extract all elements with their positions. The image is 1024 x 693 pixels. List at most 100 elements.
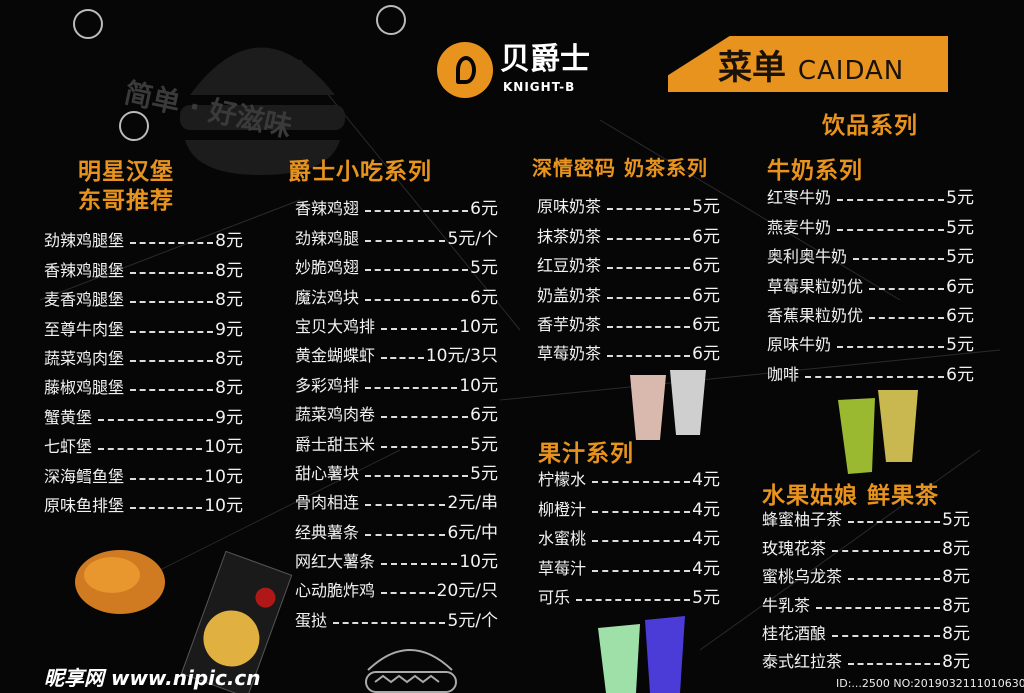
- menu-item: 蜂蜜柚子茶 5元: [762, 502, 970, 530]
- item-name: 宝贝大鸡排: [295, 316, 376, 336]
- item-price: 8元: [215, 290, 243, 311]
- item-name: 经典薯条: [295, 522, 360, 542]
- menu-item: 桂花酒酿 8元: [762, 616, 970, 644]
- dotted-leader: [333, 621, 446, 624]
- item-name: 红豆奶茶: [537, 256, 602, 276]
- dotted-leader: [592, 569, 691, 572]
- juice-title: 果汁系列: [538, 441, 634, 467]
- item-price: 10元: [204, 437, 243, 458]
- item-name: 麦香鸡腿堡: [44, 290, 125, 310]
- item-price: 6元: [470, 405, 498, 426]
- juice-cups-image: [598, 616, 685, 693]
- menu-item: 抹茶奶茶 6元: [537, 217, 720, 247]
- item-name: 蜜桃乌龙茶: [762, 567, 843, 587]
- burgers-list: 劲辣鸡腿堡 8元 香辣鸡腿堡 8元 麦香鸡腿堡 8元 至尊牛肉堡 9元 蔬菜鸡肉堡 8元 藤椒鸡腿堡…: [44, 222, 243, 516]
- item-name: 原味鱼排堡: [44, 495, 125, 515]
- item-price: 10元: [459, 375, 498, 396]
- item-price: 10元: [459, 552, 498, 573]
- dotted-leader: [130, 359, 214, 362]
- item-price: 6元: [692, 256, 720, 277]
- green-tea-image: [838, 390, 918, 474]
- dotted-leader: [607, 237, 691, 240]
- menu-item: 原味奶茶 5元: [537, 188, 720, 217]
- dotted-leader: [98, 448, 203, 451]
- item-price: 6元: [946, 276, 974, 297]
- item-name: 抹茶奶茶: [537, 226, 602, 246]
- menu-item: 草莓汁 4元: [538, 549, 720, 579]
- dotted-leader: [365, 269, 469, 272]
- item-name: 草莓奶茶: [537, 344, 602, 364]
- menu-item: 蛋挞 5元/个: [295, 601, 498, 631]
- menu-item: 蔬菜鸡肉卷 6元: [295, 396, 498, 425]
- dotted-leader: [130, 271, 214, 274]
- item-name: 奥利奥牛奶: [767, 247, 848, 267]
- menu-item: 妙脆鸡翅 5元: [295, 249, 498, 278]
- item-name: 可乐: [538, 587, 571, 607]
- item-price: 5元/个: [447, 228, 498, 249]
- dotted-leader: [848, 521, 941, 524]
- item-price: 6元: [692, 314, 720, 335]
- item-price: 8元: [942, 567, 970, 588]
- item-name: 香辣鸡翅: [295, 199, 360, 219]
- brand-name: 贝爵士: [500, 42, 590, 77]
- item-price: 10元: [459, 316, 498, 337]
- item-price: 5元: [946, 188, 974, 209]
- dotted-leader: [381, 327, 458, 330]
- dotted-leader: [130, 301, 214, 304]
- menu-item: 爵士甜玉米 5元: [295, 425, 498, 455]
- dotted-leader: [381, 592, 435, 595]
- menu-item: 黄金蝴蝶虾 10元/3只: [295, 337, 498, 366]
- item-price: 6元: [946, 305, 974, 326]
- menu-item: 牛乳茶 8元: [762, 587, 970, 616]
- menu-item: 甜心薯块 5元: [295, 455, 498, 484]
- item-name: 咖啡: [767, 364, 800, 384]
- item-name: 妙脆鸡翅: [295, 258, 360, 278]
- dotted-leader: [869, 287, 945, 290]
- milk-title: 牛奶系列: [767, 158, 863, 184]
- dotted-leader: [607, 208, 691, 211]
- menu-item: 藤椒鸡腿堡 8元: [44, 369, 243, 398]
- item-price: 5元: [942, 510, 970, 531]
- dotted-leader: [365, 504, 446, 507]
- snacks-list: 香辣鸡翅 6元 劲辣鸡腿 5元/个 妙脆鸡翅 5元 魔法鸡块 6元 宝贝大鸡排 10元 黄金蝴蝶虾 1…: [295, 190, 498, 631]
- fruittea-title: 水果姑娘 鲜果茶: [762, 483, 940, 509]
- menu-item: 柳橙汁 4元: [538, 490, 720, 520]
- item-price: 6元/中: [447, 522, 498, 543]
- menu-item: 劲辣鸡腿 5元/个: [295, 219, 498, 249]
- item-price: 6元: [946, 364, 974, 385]
- item-name: 劲辣鸡腿堡: [44, 231, 125, 251]
- item-price: 5元: [470, 434, 498, 455]
- snacks-title: 爵士小吃系列: [288, 159, 432, 185]
- dotted-leader: [130, 242, 214, 245]
- item-name: 蛋挞: [295, 610, 328, 630]
- item-price: 5元: [946, 247, 974, 268]
- item-name: 水蜜桃: [538, 529, 587, 549]
- dotted-leader: [837, 346, 945, 349]
- item-price: 6元: [470, 199, 498, 220]
- watermark-site: 昵享网 www.nipic.cn: [44, 666, 261, 690]
- item-price: 5元: [470, 258, 498, 279]
- dotted-leader: [592, 540, 691, 543]
- menu-item: 燕麦牛奶 5元: [767, 208, 974, 238]
- menu-item: 原味鱼排堡 10元: [44, 487, 243, 516]
- dotted-leader: [576, 598, 691, 601]
- dotted-leader: [381, 563, 458, 566]
- item-name: 心动脆炸鸡: [295, 581, 376, 601]
- dotted-leader: [607, 325, 691, 328]
- doodle-icons: [73, 5, 406, 141]
- menu-item: 骨肉相连 2元/串: [295, 484, 498, 513]
- item-name: 红枣牛奶: [767, 188, 832, 208]
- menu-item: 泰式红拉茶 8元: [762, 644, 970, 672]
- item-price: 9元: [215, 407, 243, 428]
- menu-item: 红豆奶茶 6元: [537, 247, 720, 276]
- item-price: 8元: [942, 623, 970, 644]
- item-price: 10元/3只: [425, 346, 498, 367]
- item-price: 6元: [692, 226, 720, 247]
- item-name: 玫瑰花茶: [762, 538, 827, 558]
- dotted-leader: [381, 357, 424, 360]
- item-price: 5元: [692, 197, 720, 218]
- item-name: 深海鳕鱼堡: [44, 466, 125, 486]
- item-price: 6元: [470, 287, 498, 308]
- menu-item: 草莓果粒奶优 6元: [767, 267, 974, 297]
